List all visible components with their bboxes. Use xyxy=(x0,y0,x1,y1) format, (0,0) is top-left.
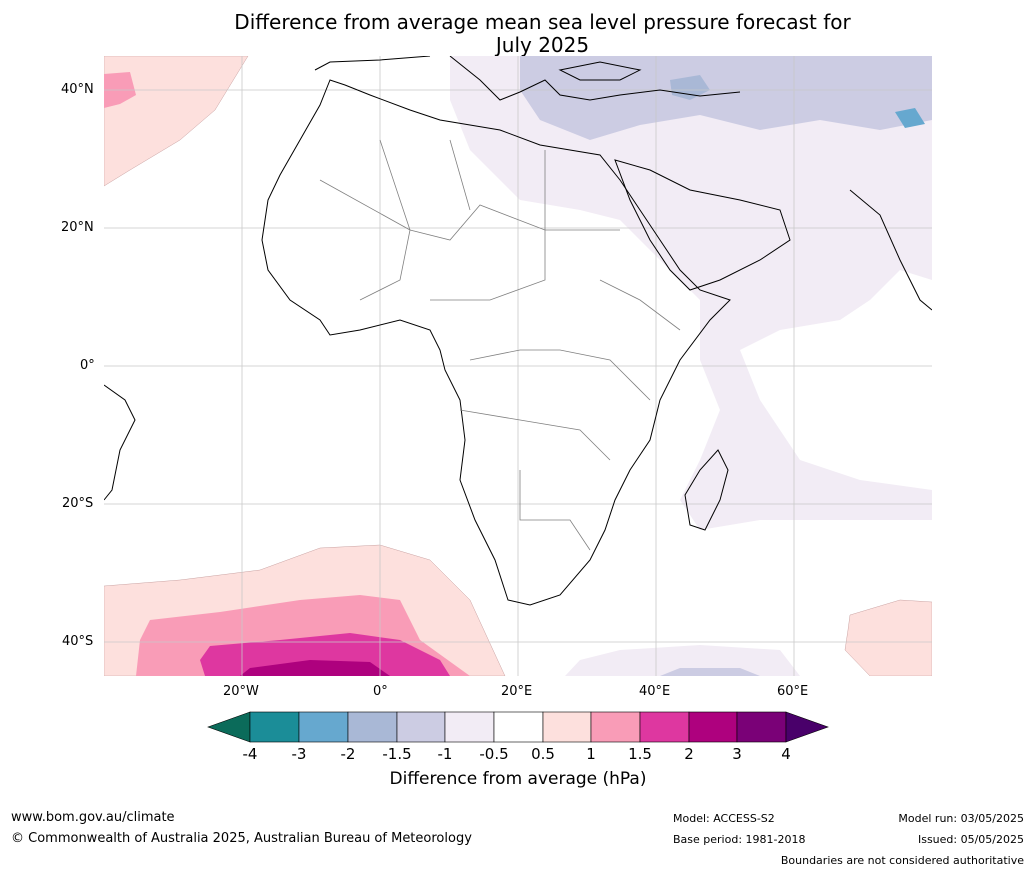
colorbar-tick: 4 xyxy=(781,745,791,763)
colorbar-swatch xyxy=(444,711,495,743)
country-borders xyxy=(319,139,681,551)
lat-label: 0° xyxy=(80,358,95,373)
colorbar-tick: 2 xyxy=(684,745,694,763)
colorbar-tick: 1.5 xyxy=(628,745,652,763)
colorbar-swatch xyxy=(493,711,544,743)
lat-label: 40°N xyxy=(61,82,94,97)
colorbar-swatch xyxy=(736,711,787,743)
colorbar-min-extend xyxy=(207,711,251,743)
colorbar-tick: -4 xyxy=(242,745,258,763)
graticule xyxy=(104,56,932,676)
lat-label: 20°S xyxy=(62,496,94,511)
coastlines xyxy=(104,56,932,606)
lat-label: 20°N xyxy=(61,220,94,235)
map-panel xyxy=(104,56,932,676)
footer-issued: Issued: 05/05/2025 xyxy=(917,833,1024,846)
colorbar-swatch xyxy=(590,711,641,743)
colorbar-tick: -2 xyxy=(340,745,356,763)
lon-label: 60°E xyxy=(777,684,809,699)
footer-model: Model: ACCESS-S2 xyxy=(673,812,775,825)
colorbar-max-extend xyxy=(785,711,829,743)
lon-label: 20°W xyxy=(223,684,259,699)
footer-copyright: © Commonwealth of Australia 2025, Austra… xyxy=(11,831,472,846)
colorbar xyxy=(207,711,829,743)
colorbar-tick: -3 xyxy=(291,745,307,763)
footer-url: www.bom.gov.au/climate xyxy=(11,810,175,825)
footer-disclaimer: Boundaries are not considered authoritat… xyxy=(780,854,1024,867)
map-title-line2: July 2025 xyxy=(495,33,590,57)
colorbar-tick: 3 xyxy=(732,745,742,763)
colorbar-swatch xyxy=(542,711,592,743)
colorbar-swatch xyxy=(639,711,690,743)
colorbar-tick: 1 xyxy=(586,745,596,763)
lat-label: 40°S xyxy=(62,634,94,649)
colorbar-tick: -0.5 xyxy=(479,745,509,763)
lon-label: 0° xyxy=(373,684,388,699)
lon-label: 40°E xyxy=(639,684,671,699)
colorbar-tick: -1.5 xyxy=(382,745,412,763)
lon-label: 20°E xyxy=(501,684,533,699)
footer-model-run: Model run: 03/05/2025 xyxy=(898,812,1024,825)
footer-base-period: Base period: 1981-2018 xyxy=(673,833,806,846)
colorbar-tick: -1 xyxy=(437,745,453,763)
map-title-line1: Difference from average mean sea level p… xyxy=(234,10,851,34)
colorbar-swatch xyxy=(298,711,349,743)
colorbar-tick: 0.5 xyxy=(531,745,555,763)
colorbar-swatch xyxy=(249,711,300,743)
anomaly-contours xyxy=(104,56,932,676)
colorbar-swatch xyxy=(347,711,398,743)
colorbar-swatch xyxy=(396,711,446,743)
colorbar-swatch xyxy=(688,711,738,743)
colorbar-title: Difference from average (hPa) xyxy=(389,769,647,789)
